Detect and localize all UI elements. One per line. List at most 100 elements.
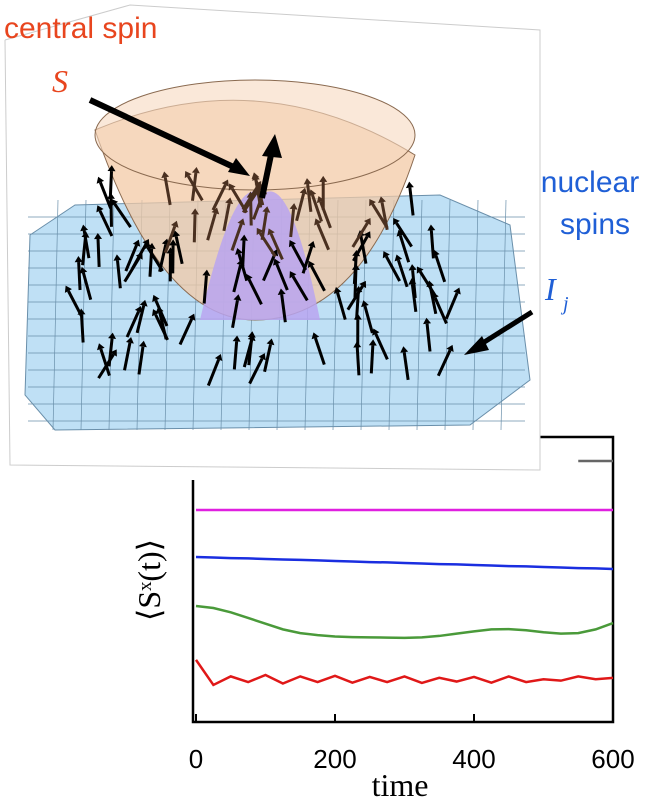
spin-head [426,280,435,288]
spin-arrow [206,359,221,387]
spin-arrow [395,222,413,248]
spin-head [211,207,220,215]
spin-head [266,338,275,346]
annotation: j [560,293,569,315]
annotation: nuclear [541,166,639,199]
y-axis-label: ⟨Sˣ(t)⟩ [131,539,167,621]
spin-head [333,286,342,294]
series-line [195,604,614,640]
grid-line-deco [52,199,59,431]
spin-head [427,224,436,231]
spin-head [369,198,376,207]
spin-head [113,254,122,261]
spin-arrow [137,346,145,375]
pointer-head [464,336,489,355]
spin-head [81,231,90,238]
spin-head [64,285,72,293]
spin-head [80,224,89,232]
spin-head [361,300,369,308]
spin-arrow [434,254,447,283]
spin-head [191,166,200,174]
spin-arrow [428,286,438,315]
spin-head [79,266,88,274]
spin-head [225,197,234,205]
spin-arrow [384,255,401,282]
annotation: S⃗ [52,63,93,99]
spin-arrow [275,263,289,291]
spin-arrow [230,223,243,251]
pointer-head [228,158,250,176]
spin-head [394,254,403,262]
spin-arrow [425,323,432,352]
spin-arrow [313,337,326,366]
spin-head [316,196,325,204]
spin-head [363,231,371,239]
spin-head [232,335,241,342]
spin-arrow [436,349,452,377]
spin-arrow [232,341,239,370]
spin-head [378,196,386,204]
spin-arrow [429,230,435,259]
spin-head [97,343,105,351]
spin-arrow [369,345,375,374]
spin-head [400,346,409,353]
spin-arrow [242,339,254,368]
spin-head [289,203,298,210]
spin-head [393,217,400,226]
pointer-arrow [88,97,242,173]
x-axis-label: time [372,767,429,800]
spin-arrow [77,261,82,291]
spin-arrow [79,314,85,343]
spin-head [169,239,178,246]
spin-head [262,206,271,213]
central-spin-head [262,134,282,158]
spin-head [351,263,360,270]
annotation: spins [560,208,630,241]
spin-arrow [355,347,361,376]
spin-head [446,344,454,352]
spin-arrow [131,243,148,270]
spin-arrow [319,201,332,229]
spin-arrow [186,175,204,202]
spin-arrow [374,333,389,361]
spin-arrow [289,208,296,238]
spin-arrow [123,342,132,371]
spin-arrow [306,183,313,213]
spin-head [396,229,405,237]
spin-arrow [248,357,264,385]
x-tick-label: 400 [452,744,495,774]
spin-head [132,239,141,247]
spin-arrow [96,238,101,268]
spin-arrow [263,344,272,373]
spin-arrow [232,264,243,293]
spin-head [110,349,117,357]
box-edge [4,4,541,471]
spin-arrow [113,203,132,228]
spin-arrow [202,275,208,304]
spin-head [408,278,417,285]
spin-arrow [433,297,448,325]
spin-head [161,171,170,179]
spin-arrow [124,244,138,272]
grid-line-deco [472,199,479,431]
spin-head [171,220,179,228]
spin-head [191,208,200,215]
series-line [194,659,614,687]
spin-arrow [158,311,168,340]
spin-head [134,306,143,314]
peak [200,191,320,320]
spin-head [307,240,316,248]
grid-line-deco [108,199,115,431]
spin-head [256,227,264,236]
spin-head [353,313,362,320]
spin-head [221,179,229,187]
spin-arrow [336,292,347,321]
grid-line-deco [388,199,395,431]
spin-arrow [247,278,263,306]
spin-arrow [353,269,358,298]
spin-arrow [363,305,374,334]
spin-head [368,339,377,346]
spin-arrow [206,212,217,241]
spin-arrow [310,265,326,292]
